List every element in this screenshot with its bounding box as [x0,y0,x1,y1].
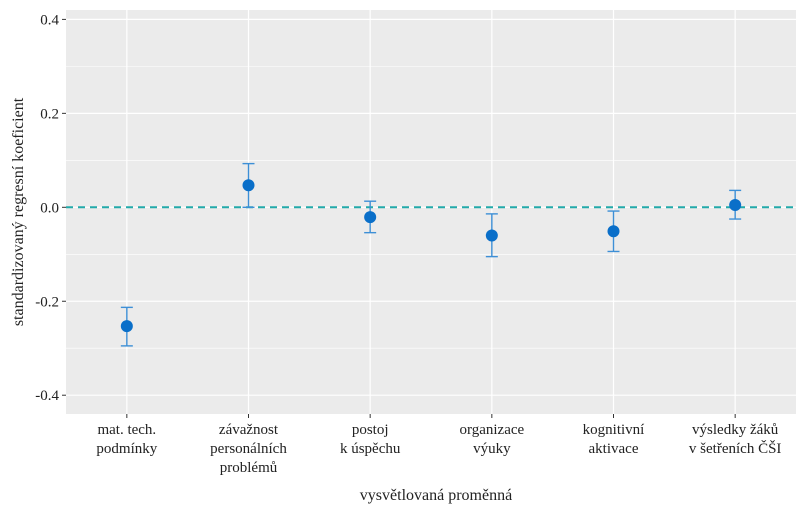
x-tick-label-line: podmínky [96,441,157,457]
x-tick-label: závažnost personálních problémů [210,422,287,476]
y-tick-label: 0.2 [40,106,59,122]
grid-minor [66,66,796,349]
y-axis-ticks: -0.4 -0.2 0.0 0.2 0.4 [35,12,66,404]
x-tick-label: výsledky žáků v šetřeních ČŠI [689,422,781,457]
data-points [120,179,742,333]
x-tick-label-line: postoj [352,422,389,438]
data-point [485,229,498,242]
y-tick-label: 0.4 [40,12,59,28]
x-axis-ticks: mat. tech. podmínky závažnost personálních p… [96,414,781,476]
x-tick-label: mat. tech. podmínky [96,422,157,457]
x-tick-label-line: kognitivní [583,422,645,438]
y-tick-label: 0.0 [40,200,59,216]
y-axis-label: standardizovaný regresní koeficient [10,97,27,326]
x-tick-label: organizace výuky [459,422,524,457]
x-tick-label-line: závažnost [219,422,279,438]
x-tick-label-line: v šetřeních ČŠI [689,440,781,457]
x-tick-label-line: problémů [220,460,278,476]
x-tick-label-line: výuky [473,441,511,457]
plot-panel [66,10,796,414]
x-tick-label-line: aktivace [589,441,639,457]
x-tick-label: postoj k úspěchu [340,422,401,457]
data-point [729,198,742,211]
data-point [120,320,133,333]
y-tick-label: -0.4 [35,388,59,404]
x-tick-label-line: organizace [459,422,524,438]
y-tick-label: -0.2 [35,294,59,310]
x-tick-label-line: personálních [210,441,287,457]
error-bars [120,162,742,347]
x-tick-label-line: k úspěchu [340,441,401,457]
data-point [242,179,255,192]
data-point [607,225,620,238]
x-tick-label-line: mat. tech. [97,422,156,438]
x-tick-label: kognitivní aktivace [583,422,645,457]
x-axis-label: vysvětlovaná proměnná [360,487,512,504]
x-tick-label-line: výsledky žáků [692,422,779,438]
data-point [364,211,377,224]
